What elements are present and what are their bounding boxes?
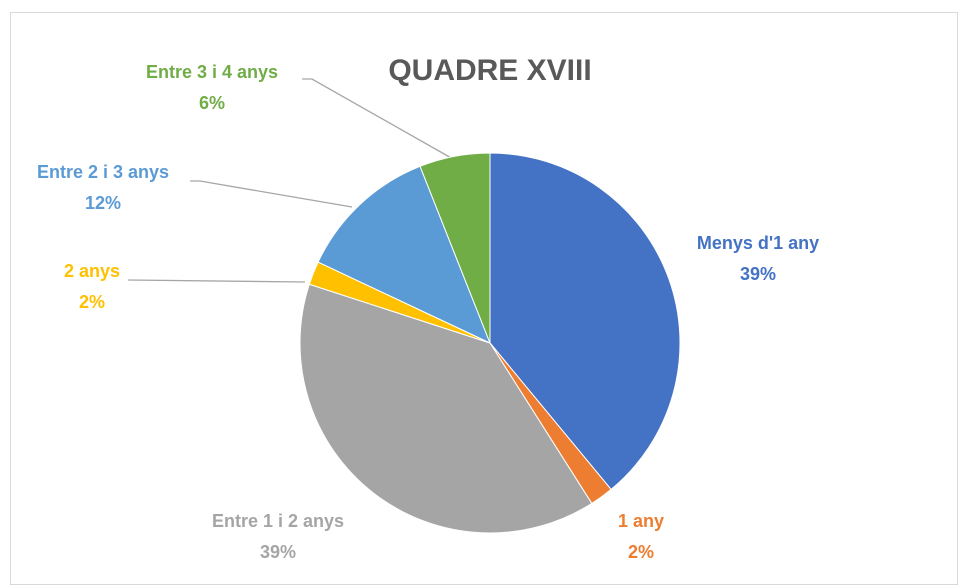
leader-line bbox=[302, 78, 454, 160]
pie-slice bbox=[489, 152, 681, 491]
pie-slice bbox=[317, 165, 491, 344]
slice-value-label: 12% bbox=[85, 193, 121, 213]
slice-value-label: 39% bbox=[260, 542, 296, 562]
slice-label: Entre 3 i 4 anys bbox=[146, 62, 278, 82]
slice-value-label: 6% bbox=[199, 93, 225, 113]
slice-value-label: 39% bbox=[740, 264, 776, 284]
slice-label: 2 anys bbox=[64, 261, 120, 281]
leader-line bbox=[127, 279, 306, 283]
leader-line bbox=[190, 180, 353, 208]
leader-lines bbox=[127, 78, 454, 283]
slice-label: 1 any bbox=[618, 511, 664, 531]
chart-title: QUADRE XVIII bbox=[388, 54, 591, 87]
pie-slice bbox=[299, 283, 593, 534]
slice-label: Entre 2 i 3 anys bbox=[37, 162, 169, 182]
slice-label: Menys d'1 any bbox=[697, 233, 819, 253]
slice-value-label: 2% bbox=[628, 542, 654, 562]
slice-label: Entre 1 i 2 anys bbox=[212, 511, 344, 531]
pie-slice bbox=[419, 152, 491, 344]
slice-value-label: 2% bbox=[79, 292, 105, 312]
